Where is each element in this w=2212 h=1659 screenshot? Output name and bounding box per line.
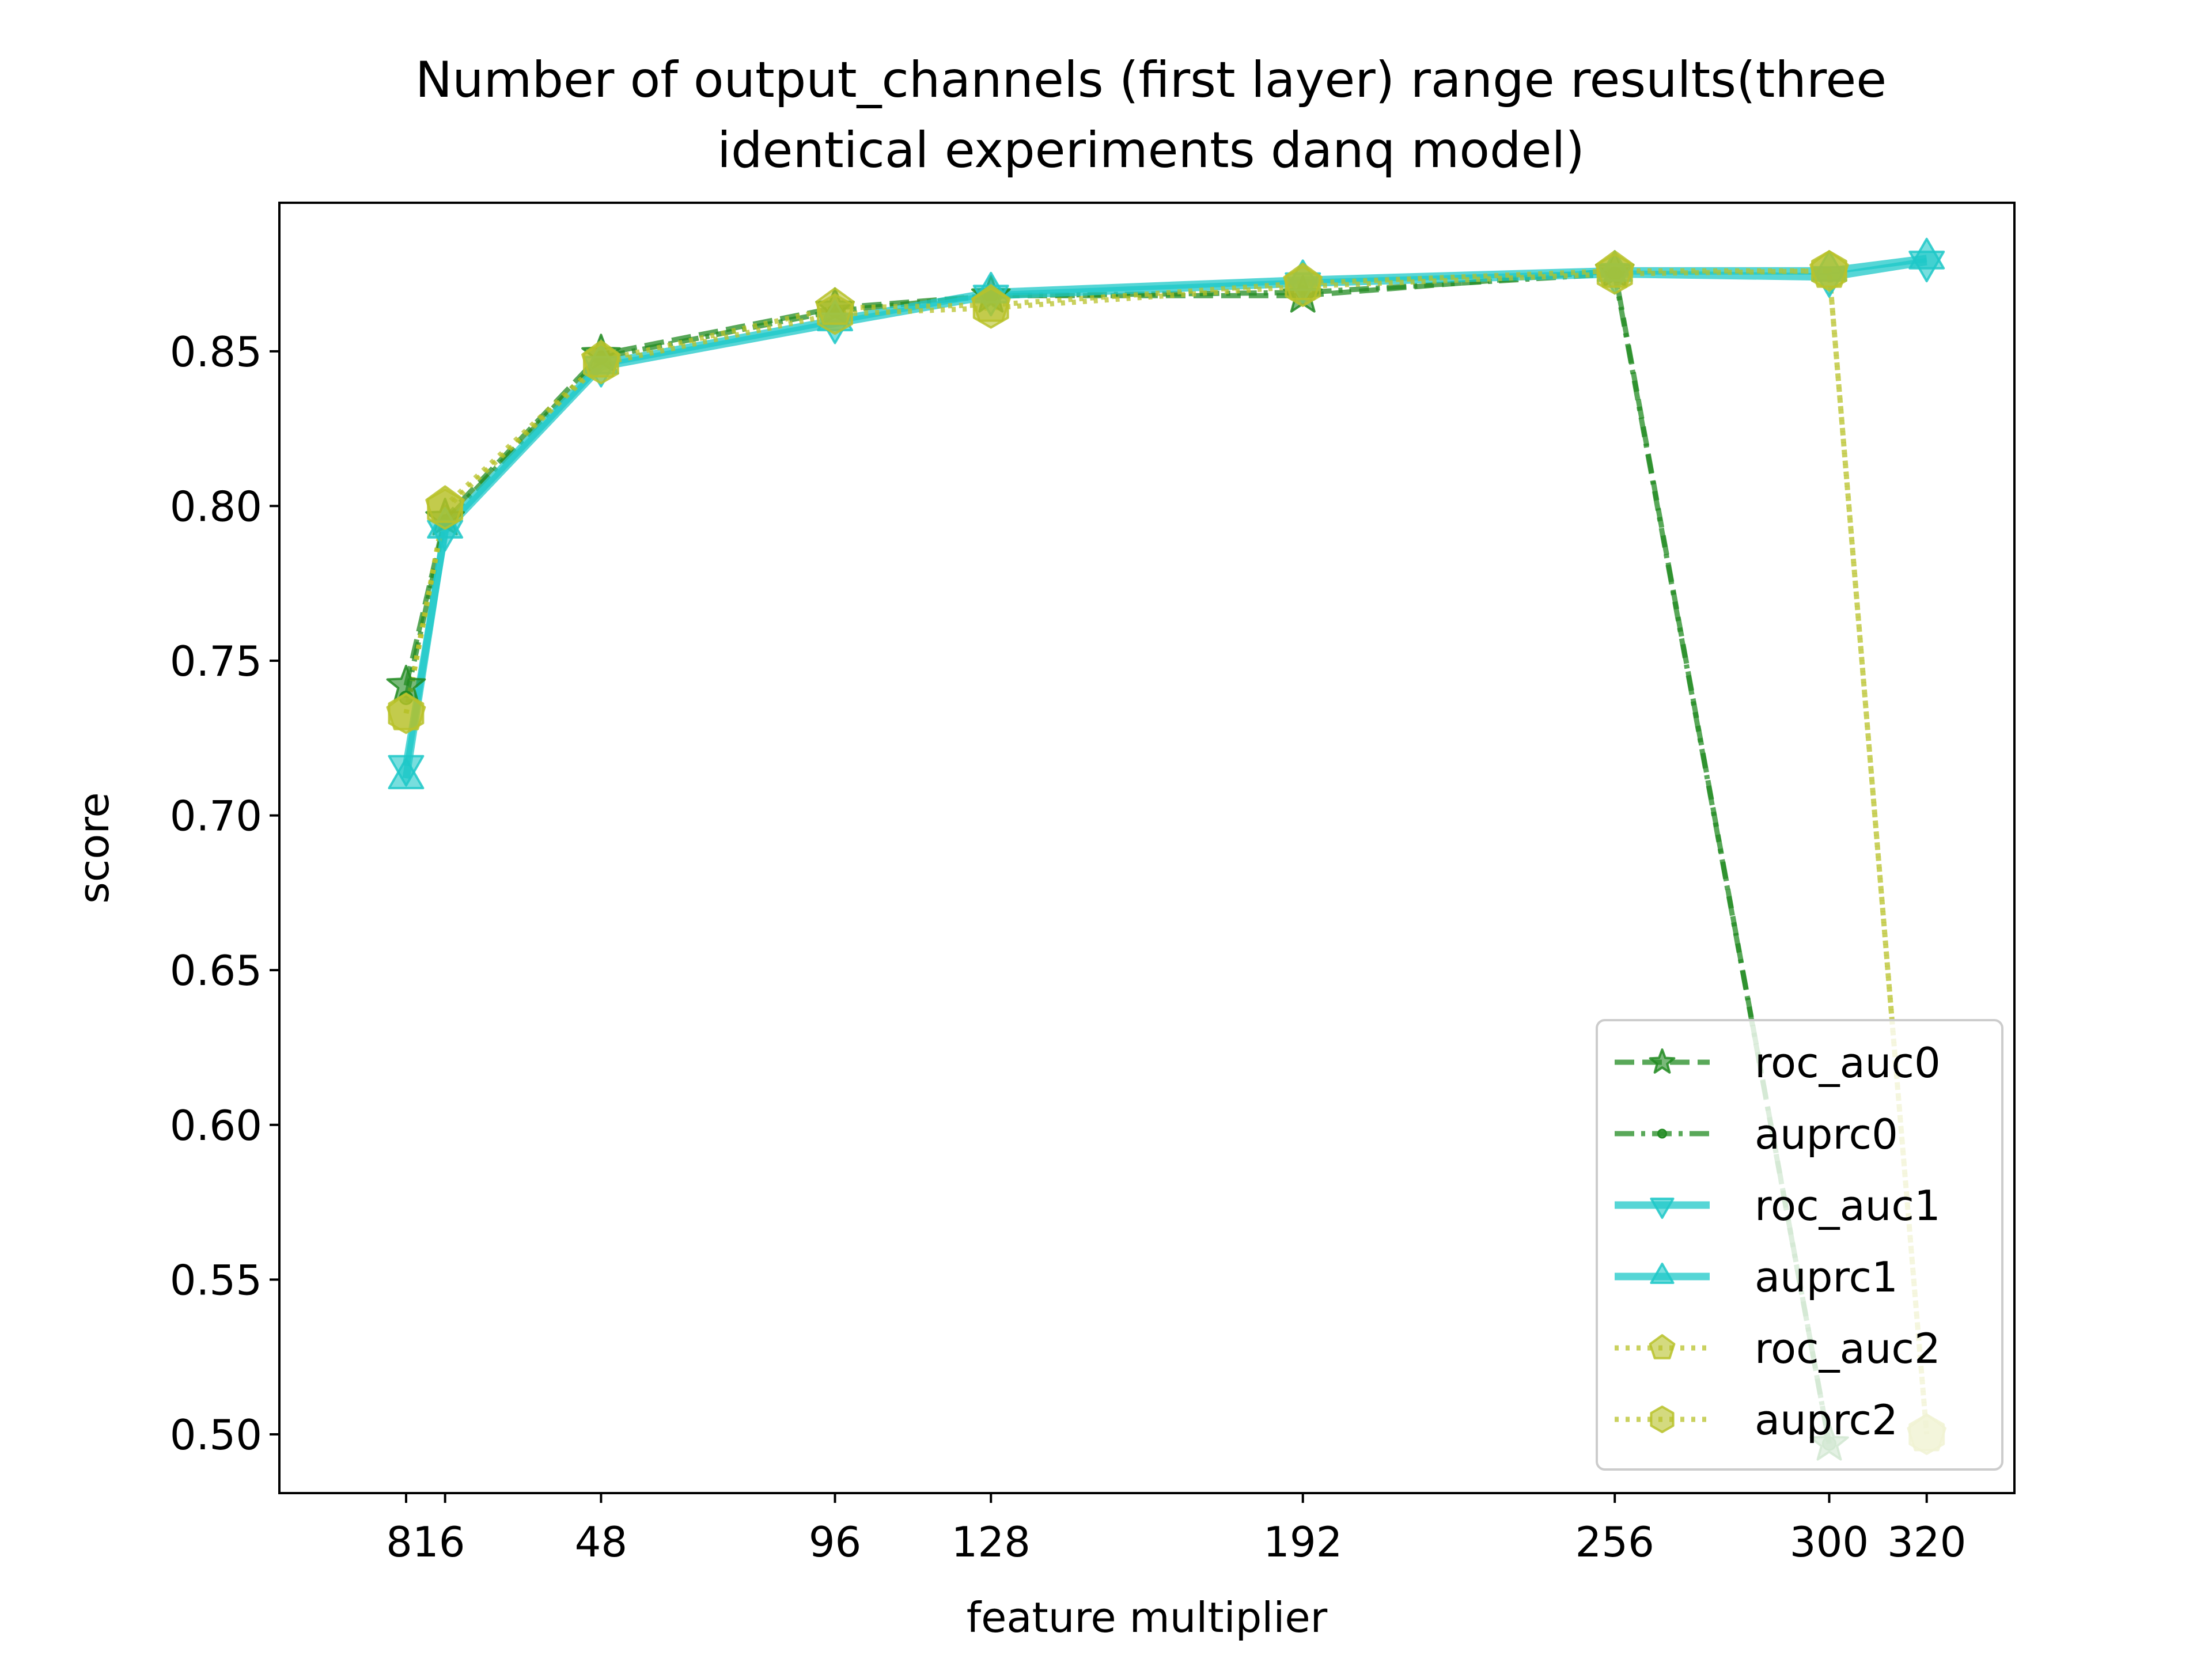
y-tick-label: 0.60 <box>170 1101 262 1150</box>
y-tick-label: 0.85 <box>170 328 262 376</box>
roc_auc1-legend-marker <box>1650 1198 1675 1219</box>
auprc2-marker <box>388 692 425 734</box>
auprc2-marker <box>817 293 853 335</box>
y-axis-label: score <box>70 792 118 903</box>
y-tick-label: 0.80 <box>170 482 262 531</box>
y-tick-label: 0.50 <box>170 1411 262 1459</box>
legend-label-auprc2: auprc2 <box>1755 1396 1898 1444</box>
y-axis: 0.50 0.55 0.60 0.65 0.70 0.75 0.80 0.85 <box>170 328 279 1459</box>
x-tick-label: 128 <box>952 1518 1031 1566</box>
auprc2-marker <box>1285 266 1321 307</box>
x-tick-label: 300 <box>1790 1518 1869 1566</box>
chart-title-line1: Number of output_channels (first layer) … <box>415 51 1887 109</box>
auprc2-legend-marker <box>1650 1406 1675 1433</box>
roc_auc2-legend-marker <box>1649 1334 1676 1359</box>
legend: roc_auc0 auprc0 roc_auc1 auprc1 roc_auc2aupr… <box>1596 1019 2003 1471</box>
y-tick-label: 0.55 <box>170 1256 262 1304</box>
x-tick-label: 256 <box>1575 1518 1654 1566</box>
auprc2-marker <box>1811 250 1847 292</box>
x-tick-label: 320 <box>1887 1518 1966 1566</box>
roc_auc2-line <box>403 268 1930 1435</box>
x-axis: 816 48 96 128 192 256 300 320 <box>386 1493 1966 1566</box>
auprc2-marker <box>1596 253 1633 295</box>
roc_auc0-legend-marker <box>1649 1048 1676 1074</box>
auprc2-marker <box>583 343 619 385</box>
y-tick-label: 0.70 <box>170 792 262 840</box>
x-tick-label: 816 <box>386 1518 465 1566</box>
x-tick-label: 192 <box>1263 1518 1342 1566</box>
x-axis-label: feature multiplier <box>967 1593 1328 1642</box>
x-tick-label: 96 <box>809 1518 862 1566</box>
legend-label-auprc0: auprc0 <box>1755 1110 1898 1158</box>
y-tick-label: 0.65 <box>170 946 262 995</box>
auprc2-marker <box>972 287 1009 329</box>
legend-label-auprc1: auprc1 <box>1755 1253 1898 1301</box>
auprc1-marker <box>1908 237 1945 270</box>
auprc1-legend-marker <box>1650 1263 1675 1284</box>
plot-markers <box>386 237 1946 1461</box>
auprc1-marker <box>388 757 425 790</box>
legend-label-roc_auc2: roc_auc2 <box>1755 1324 1941 1373</box>
legend-label-roc_auc1: roc_auc1 <box>1755 1181 1941 1230</box>
x-tick-label: 48 <box>575 1518 628 1566</box>
auprc2-marker <box>427 488 464 530</box>
chart-title-line2: identical experiments danq model) <box>717 122 1585 179</box>
y-tick-label: 0.75 <box>170 637 262 685</box>
legend-label-roc_auc0: roc_auc0 <box>1755 1039 1941 1087</box>
auprc0-legend-marker <box>1657 1128 1667 1139</box>
